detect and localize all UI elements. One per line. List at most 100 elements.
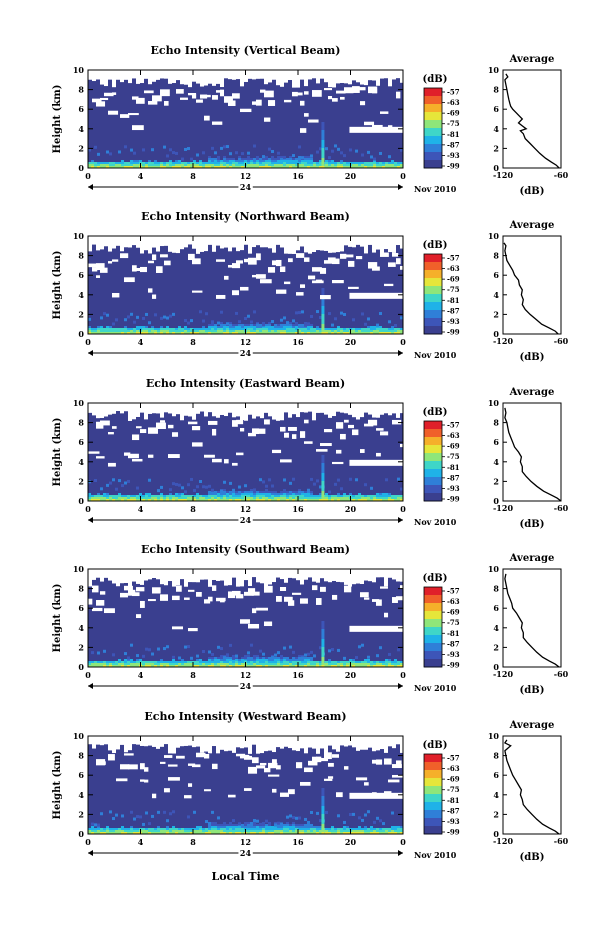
heatmap-cell xyxy=(253,487,256,489)
heatmap-cell xyxy=(250,160,253,162)
heatmap-cell xyxy=(121,162,124,164)
heatmap-cell xyxy=(337,164,340,166)
heatmap-cell xyxy=(205,328,208,330)
heatmap-gap xyxy=(188,421,198,425)
heatmap-cell xyxy=(172,810,175,814)
heatmap-cell xyxy=(295,493,298,495)
heatmap-gap xyxy=(120,592,128,598)
heatmap-cell xyxy=(310,822,313,824)
heatmap-cell xyxy=(238,326,241,328)
heatmap-cell xyxy=(235,324,238,326)
heatmap-cell xyxy=(214,332,217,334)
heatmap-cell xyxy=(361,643,364,647)
colorbar-tick-label: -81 xyxy=(447,296,460,305)
heatmap-cell xyxy=(211,659,214,661)
heatmap-cell xyxy=(289,156,292,158)
heatmap-cell xyxy=(295,326,298,328)
heatmap-gap xyxy=(248,623,260,629)
heatmap-gap xyxy=(400,70,404,83)
heatmap-cell xyxy=(321,136,325,138)
heatmap-cell xyxy=(355,330,358,332)
heatmap-cell xyxy=(397,665,400,667)
heatmap-cell xyxy=(367,810,370,814)
heatmap-cell xyxy=(316,665,319,667)
heatmap-cell xyxy=(148,828,151,830)
heatmap-cell xyxy=(331,830,334,832)
heatmap-cell xyxy=(328,659,331,661)
heatmap-cell xyxy=(91,663,94,665)
heatmap-cell xyxy=(321,659,325,661)
y-tick-label: 10 xyxy=(73,231,85,241)
heatmap-cell xyxy=(397,661,400,663)
heatmap-cell xyxy=(157,663,160,665)
heatmap-gap xyxy=(384,736,388,753)
heatmap-cell xyxy=(361,497,364,499)
heatmap-cell xyxy=(283,659,286,661)
heatmap-cell xyxy=(340,832,343,834)
heatmap-cell xyxy=(397,328,400,330)
heatmap-gap xyxy=(356,70,360,83)
heatmap-cell xyxy=(163,332,166,334)
heatmap-cell xyxy=(364,330,367,332)
heatmap-cell xyxy=(253,158,256,160)
heatmap-cell xyxy=(217,330,220,332)
heatmap-cell xyxy=(358,328,361,330)
x-tick-label: 12 xyxy=(240,504,251,514)
heatmap-cell xyxy=(331,330,334,332)
heatmap-cell xyxy=(217,321,220,325)
heatmap-cell xyxy=(277,330,280,332)
heatmap-cell xyxy=(229,643,232,647)
heatmap-gap xyxy=(348,424,354,429)
heatmap-cell xyxy=(250,162,253,164)
heatmap-cell xyxy=(321,651,325,653)
heatmap-cell xyxy=(127,830,130,832)
heatmap-gap xyxy=(108,261,113,264)
heatmap-cell xyxy=(382,828,385,830)
day-span-arrow-right xyxy=(398,850,403,856)
heatmap-cell xyxy=(274,663,277,665)
heatmap-cell xyxy=(184,832,187,834)
heatmap-cell xyxy=(124,166,127,168)
heatmap-cell xyxy=(193,332,196,334)
heatmap-cell xyxy=(88,661,91,663)
heatmap-cell xyxy=(321,471,325,473)
heatmap-cell xyxy=(268,160,271,162)
heatmap-cell xyxy=(169,166,172,168)
heatmap-cell xyxy=(142,832,145,834)
heatmap-cell xyxy=(214,328,217,330)
heatmap-cell xyxy=(265,332,268,334)
heatmap-cell xyxy=(253,819,256,823)
heatmap-cell xyxy=(229,326,232,328)
heatmap-cell xyxy=(265,828,268,830)
heatmap-cell xyxy=(289,493,292,495)
heatmap-cell xyxy=(229,828,232,830)
heatmap-cell xyxy=(321,150,325,152)
heatmap-cell xyxy=(367,162,370,164)
heatmap-gap xyxy=(116,236,120,246)
heatmap-gap xyxy=(208,403,212,413)
heatmap-gap xyxy=(364,121,375,126)
heatmap-cell xyxy=(199,830,202,832)
heatmap-cell xyxy=(157,832,160,834)
heatmap-cell xyxy=(232,330,235,332)
heatmap-gap xyxy=(328,257,336,262)
heatmap-cell xyxy=(334,328,337,330)
heatmap-cell xyxy=(340,661,343,663)
heatmap-cell xyxy=(112,661,115,663)
heatmap-cell xyxy=(286,332,289,334)
heatmap-gap xyxy=(200,94,208,99)
heatmap-cell xyxy=(124,499,127,501)
heatmap-cell xyxy=(157,647,160,651)
heatmap-gap xyxy=(276,736,280,748)
heatmap-cell xyxy=(280,164,283,166)
heatmap-cell xyxy=(250,489,253,491)
heatmap-cell xyxy=(277,821,280,825)
heatmap-cell xyxy=(214,166,217,168)
heatmap-cell xyxy=(310,499,313,501)
heatmap-cell xyxy=(298,824,301,826)
heatmap-cell xyxy=(280,499,283,501)
heatmap-cell xyxy=(148,478,151,482)
colorbar-segment xyxy=(424,310,442,319)
heatmap-gap xyxy=(280,792,289,797)
heatmap-cell xyxy=(379,162,382,164)
